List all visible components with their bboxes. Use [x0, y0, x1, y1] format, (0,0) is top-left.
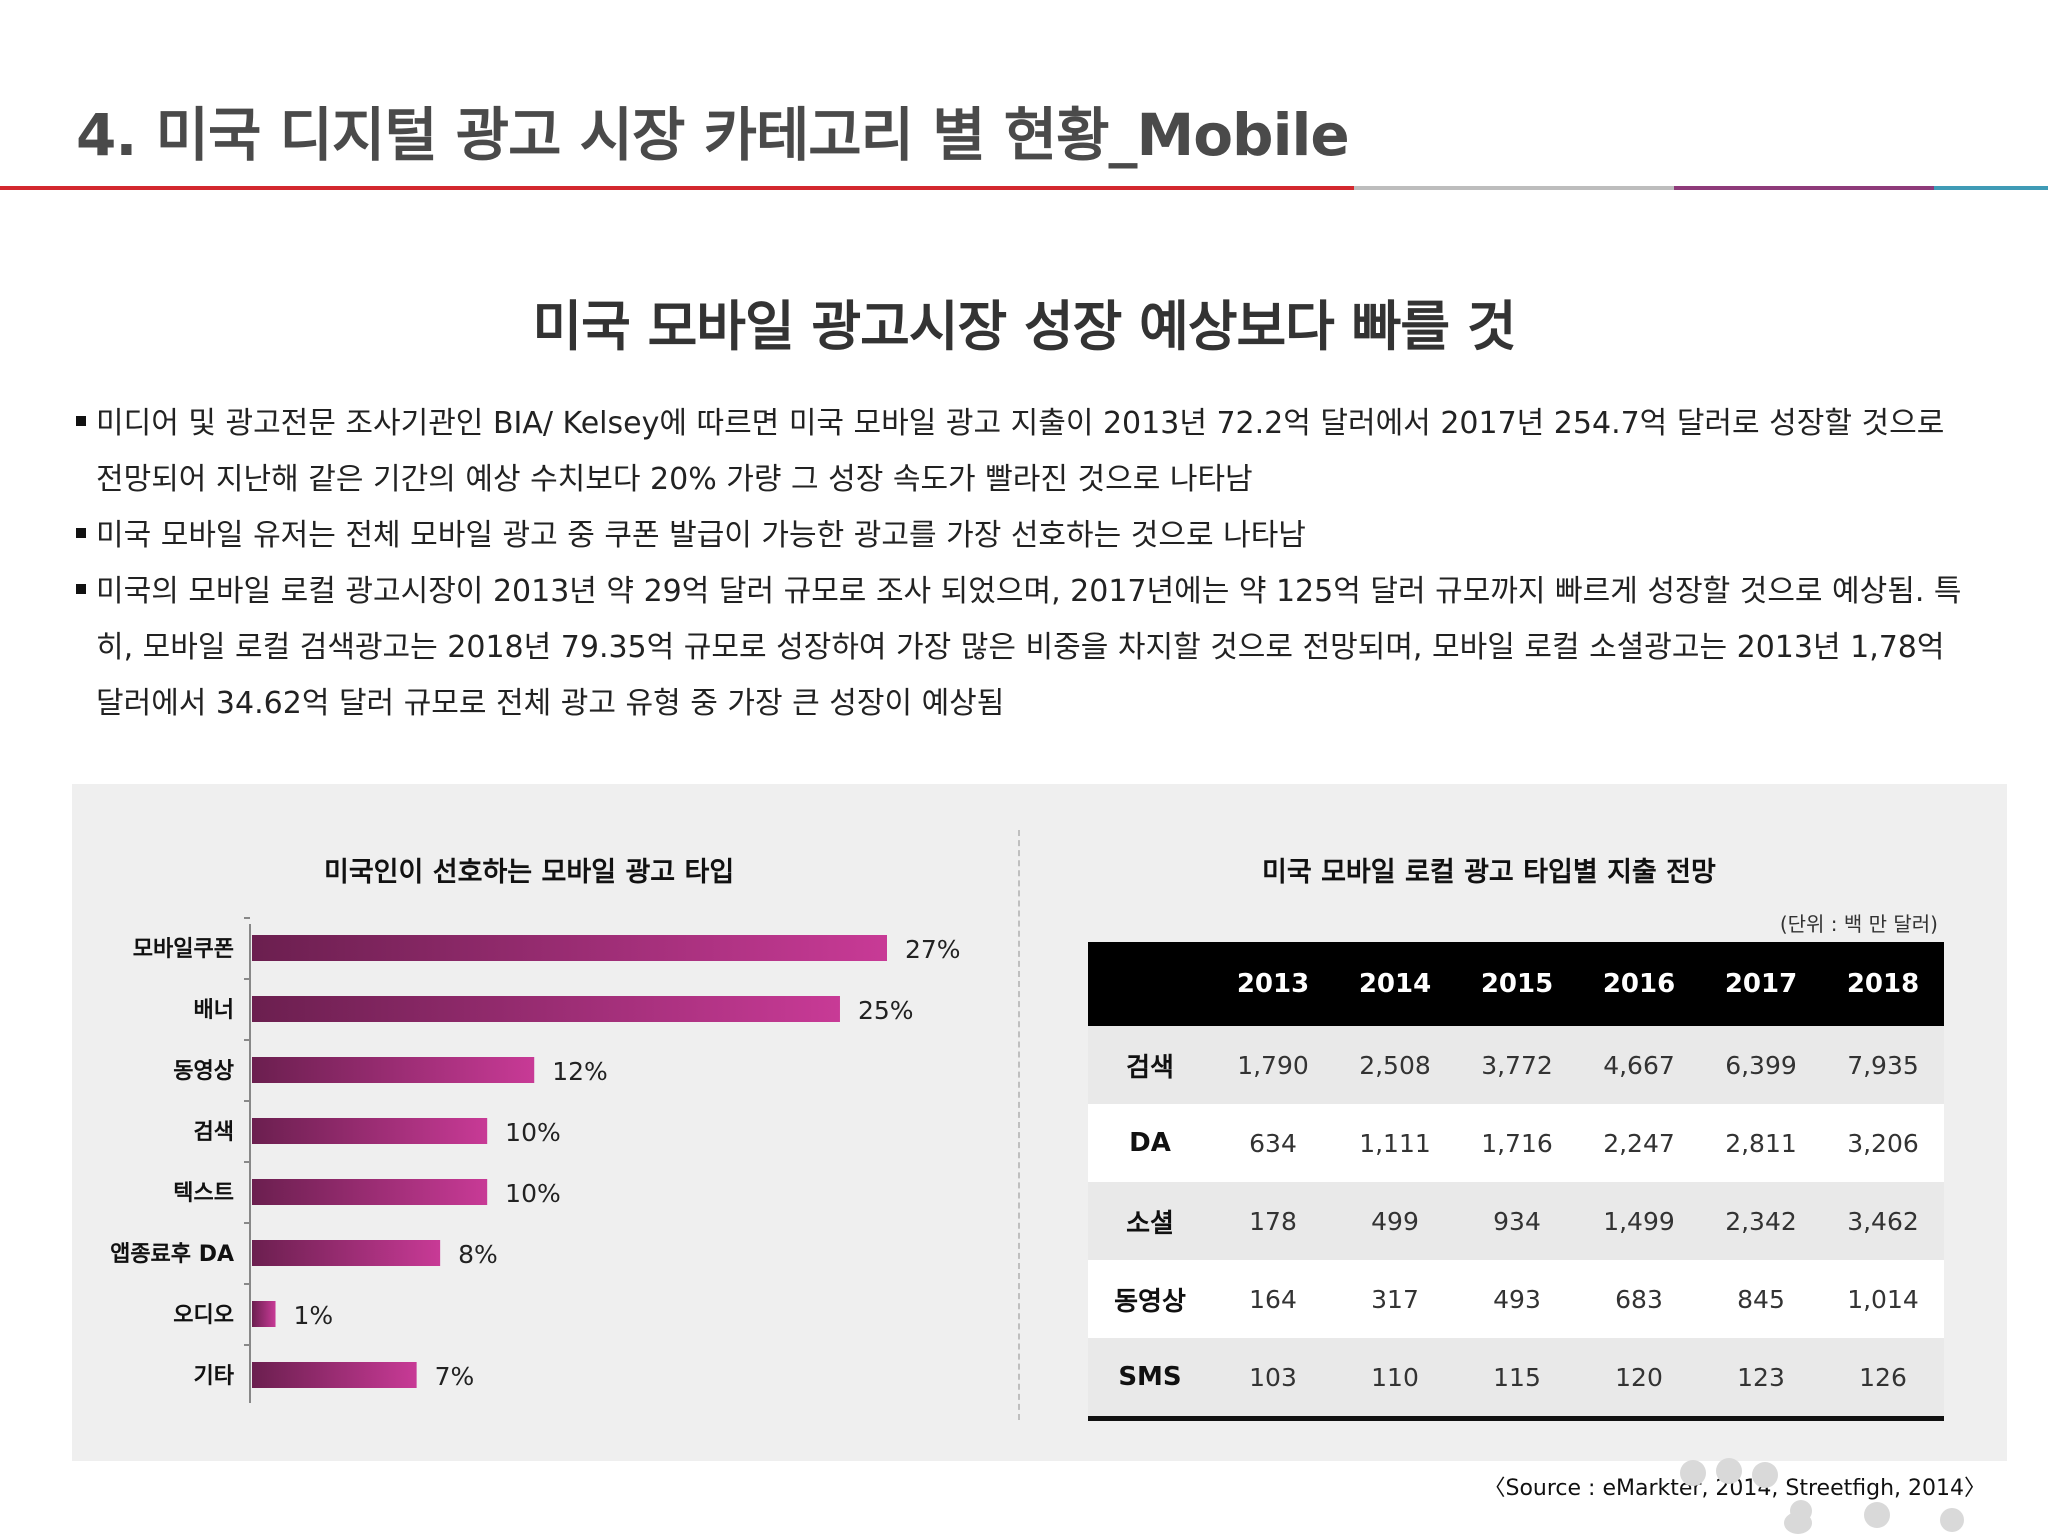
bullet-item: 미국 모바일 유저는 전체 모바일 광고 중 쿠폰 발급이 가능한 광고를 가장… — [76, 508, 1976, 564]
bar-value-label: 27% — [905, 935, 961, 964]
table-cell: 3,462 — [1847, 1206, 1919, 1236]
table-cell: 3,772 — [1481, 1050, 1553, 1080]
bar-category-label: 앱종료후 DA — [110, 1242, 234, 1267]
table-cell: 2,508 — [1359, 1050, 1431, 1080]
decorative-dot — [1680, 1460, 1706, 1486]
bar-chart-title: 미국인이 선호하는 모바일 광고 타입 — [324, 857, 735, 888]
bar-value-label: 25% — [858, 996, 914, 1025]
table-cell: 317 — [1371, 1284, 1419, 1314]
table-cell: 3,206 — [1847, 1128, 1919, 1158]
table-cell: 493 — [1493, 1284, 1541, 1314]
table-cell: 634 — [1249, 1128, 1297, 1158]
column-header: 2016 — [1578, 942, 1700, 1026]
bar-value-label: 1% — [294, 1301, 334, 1330]
bar-chart: 모바일쿠폰 27% 배너 25% 동영상 12% 검색 10% 텍스트 10% 앱종료후 DA 8% 오… — [110, 917, 961, 1403]
column-header: 2013 — [1212, 942, 1334, 1026]
bar — [252, 996, 840, 1022]
bar — [252, 935, 887, 961]
bar-value-label: 10% — [505, 1118, 561, 1147]
bar — [252, 1057, 535, 1083]
table-cell: 178 — [1249, 1206, 1297, 1236]
row-label: 소셜 — [1126, 1208, 1174, 1239]
table-cell: 845 — [1737, 1284, 1785, 1314]
table-cell: 164 — [1249, 1284, 1297, 1314]
table-cell: 120 — [1615, 1362, 1663, 1392]
table-row: 동영상 164 317 493 683 845 1,014 — [1088, 1260, 1944, 1338]
title-underline-purple — [1674, 186, 1934, 190]
decorative-dot — [1864, 1502, 1890, 1528]
table-cell: 934 — [1493, 1206, 1541, 1236]
table-cell: 110 — [1371, 1362, 1419, 1392]
bullet-item: 미디어 및 광고전문 조사기관인 BIA/ Kelsey에 따르면 미국 모바일… — [76, 396, 1976, 508]
row-label: DA — [1129, 1128, 1171, 1158]
table-cell: 2,247 — [1603, 1128, 1675, 1158]
headline: 미국 모바일 광고시장 성장 예상보다 빠를 것 — [532, 295, 1516, 358]
decorative-dot — [1940, 1508, 1964, 1532]
table-row: 소셜 178 499 934 1,499 2,342 3,462 — [1088, 1182, 1944, 1260]
table-header-row: 2013 2014 2015 2016 2017 2018 — [1088, 942, 1944, 1026]
table-cell: 1,790 — [1237, 1050, 1309, 1080]
bar-value-label: 8% — [458, 1240, 498, 1269]
table-row: DA 634 1,111 1,716 2,247 2,811 3,206 — [1088, 1104, 1944, 1182]
table-row: 검색 1,790 2,508 3,772 4,667 6,399 7,935 — [1088, 1026, 1944, 1104]
bar-category-label: 텍스트 — [173, 1181, 234, 1206]
table-cell: 499 — [1371, 1206, 1419, 1236]
bar-value-label: 10% — [505, 1179, 561, 1208]
title-underline-blue — [1934, 186, 2048, 190]
row-label: 동영상 — [1114, 1286, 1186, 1317]
bar-category-label: 기타 — [194, 1364, 235, 1389]
unit-note: (단위 : 백 만 달러) — [1779, 912, 1938, 936]
bar-category-label: 모바일쿠폰 — [133, 937, 234, 962]
table-corner — [1088, 942, 1212, 1026]
table-row: SMS 103 110 115 120 123 126 — [1088, 1338, 1944, 1419]
table-cell: 1,014 — [1847, 1284, 1919, 1314]
table-cell: 115 — [1493, 1362, 1541, 1392]
bar — [252, 1301, 276, 1327]
bar — [252, 1179, 488, 1205]
column-header: 2014 — [1334, 942, 1456, 1026]
table-cell: 1,716 — [1481, 1128, 1553, 1158]
table-cell: 4,667 — [1603, 1050, 1675, 1080]
decorative-dot — [1784, 1512, 1812, 1534]
bar — [252, 1118, 488, 1144]
table-cell: 126 — [1859, 1362, 1907, 1392]
column-header: 2018 — [1822, 942, 1944, 1026]
spend-forecast-table: 2013 2014 2015 2016 2017 2018 검색 1,790 2… — [1088, 942, 1944, 1421]
page-title: 4. 미국 디지털 광고 시장 카테고리 별 현황_Mobile — [76, 101, 1350, 169]
bar-value-label: 12% — [552, 1057, 608, 1086]
table-cell: 683 — [1615, 1284, 1663, 1314]
title-underline-gray — [1354, 186, 1674, 190]
column-header: 2015 — [1456, 942, 1578, 1026]
decorative-dot — [1752, 1462, 1778, 1488]
column-header: 2017 — [1700, 942, 1822, 1026]
table-cell: 103 — [1249, 1362, 1297, 1392]
table-cell: 6,399 — [1725, 1050, 1797, 1080]
decorative-dot — [1716, 1458, 1742, 1484]
table-cell: 1,111 — [1359, 1128, 1431, 1158]
bullet-list: 미디어 및 광고전문 조사기관인 BIA/ Kelsey에 따르면 미국 모바일… — [76, 396, 1976, 732]
bar — [252, 1240, 441, 1266]
table-cell: 123 — [1737, 1362, 1785, 1392]
row-label: 검색 — [1126, 1052, 1174, 1083]
table-cell: 2,811 — [1725, 1128, 1797, 1158]
table-cell: 1,499 — [1603, 1206, 1675, 1236]
bar-category-label: 오디오 — [173, 1303, 234, 1328]
bar-value-label: 7% — [435, 1362, 475, 1391]
row-label: SMS — [1118, 1362, 1182, 1392]
bar-category-label: 검색 — [194, 1120, 234, 1145]
table-title: 미국 모바일 로컬 광고 타입별 지출 전망 — [1262, 857, 1716, 888]
table-cell: 2,342 — [1725, 1206, 1797, 1236]
title-underline-red — [0, 186, 1354, 190]
panel-divider — [1018, 830, 1020, 1420]
bar — [252, 1362, 417, 1388]
table-cell: 7,935 — [1847, 1050, 1919, 1080]
bar-category-label: 동영상 — [173, 1059, 234, 1084]
bar-category-label: 배너 — [194, 998, 234, 1023]
bullet-item: 미국의 모바일 로컬 광고시장이 2013년 약 29억 달러 규모로 조사 되… — [76, 564, 1976, 732]
